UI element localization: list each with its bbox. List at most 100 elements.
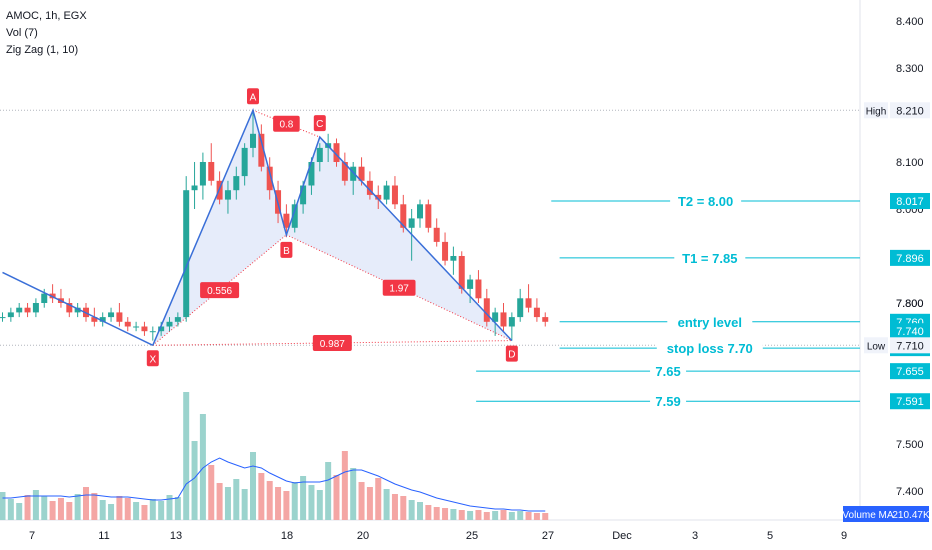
ratio-line-xb <box>152 234 287 346</box>
candle-body <box>116 312 123 322</box>
level-label: T2 = 8.00 <box>678 194 733 209</box>
volume-bar <box>216 483 223 520</box>
volume-ma-value: 210.47K <box>892 510 930 521</box>
volume-bar <box>508 512 515 520</box>
point-b-label-bg <box>280 241 293 258</box>
volume-bar <box>166 495 173 520</box>
ratio-xd-label: 0.987 <box>312 334 352 351</box>
volume-bar <box>191 441 198 520</box>
candle-body <box>166 321 173 327</box>
level-label: stop loss 7.70 <box>667 341 753 356</box>
volume-bar <box>250 452 256 520</box>
candle-body <box>224 190 231 200</box>
x-tick-label: 11 <box>98 530 109 542</box>
y-tick-label: 7.400 <box>896 486 924 498</box>
volume-bar <box>199 414 206 520</box>
candle-body <box>183 190 190 318</box>
volume-ma-badge-bg <box>843 506 893 522</box>
x-tick-label: 13 <box>170 530 182 542</box>
chart-legend: AMOC, 1h, EGX Vol (7) Zig Zag (1, 10) <box>6 8 87 59</box>
candle-body <box>241 147 248 177</box>
last-price-value: 7.740 <box>896 326 924 338</box>
volume-bar <box>24 495 31 520</box>
volume-indicator-label[interactable]: Vol (7) <box>6 27 38 39</box>
volume-bar <box>450 509 457 520</box>
level-axis-badge <box>890 363 930 380</box>
volume-bar <box>141 505 148 520</box>
y-tick-label: 8.100 <box>896 157 924 169</box>
candle-body <box>433 227 440 242</box>
volume-bar <box>467 511 474 520</box>
candle-body <box>283 213 290 228</box>
candle-body <box>258 133 265 167</box>
level-axis-value: 8.017 <box>896 196 924 208</box>
point-x-label: X <box>146 350 159 367</box>
volume-bar <box>208 465 215 520</box>
level-label: 7.59 <box>655 394 680 409</box>
candle-body <box>492 312 499 322</box>
volume-bar <box>174 497 181 520</box>
volume-bar <box>325 462 332 520</box>
candle-body <box>467 279 474 289</box>
y-tick-label: 7.800 <box>896 298 924 310</box>
y-tick-label: 8.400 <box>896 16 924 28</box>
volume-bar <box>116 496 123 520</box>
x-tick-label: 27 <box>542 530 554 542</box>
high-value-bg <box>890 102 930 119</box>
ratio-bd-label: 1.97 <box>382 279 416 296</box>
candle-body <box>375 194 382 200</box>
volume-bar <box>500 510 507 520</box>
volume-bar <box>0 492 6 520</box>
volume-bar <box>492 511 499 520</box>
ratio-ac-label-bg <box>273 115 300 132</box>
volume-bar <box>66 502 73 520</box>
candle-body <box>475 279 482 299</box>
candle-body <box>133 326 140 328</box>
candle-body <box>191 185 198 191</box>
candle-body <box>383 185 390 200</box>
candle-body <box>91 317 98 322</box>
candle-body <box>0 317 6 319</box>
volume-bar <box>383 489 390 520</box>
candle-body <box>400 204 407 228</box>
pattern-xab-fill <box>152 110 287 346</box>
volume-bar <box>400 496 407 520</box>
volume-bar <box>341 451 348 520</box>
candle-body <box>208 162 215 181</box>
level-axis-value: 7.591 <box>896 396 924 408</box>
volume-ma-badge-label: Volume MA <box>842 510 893 521</box>
candle-body <box>66 303 73 313</box>
volume-bar <box>366 487 373 520</box>
volume-bar <box>425 505 432 520</box>
candle-body <box>458 256 465 289</box>
volume-bar <box>99 500 106 520</box>
volume-bar <box>350 468 357 520</box>
volume-bar <box>275 487 282 520</box>
x-tick-label: 3 <box>692 530 698 542</box>
symbol-label[interactable]: AMOC, 1h, EGX <box>6 10 87 22</box>
candle-body <box>32 303 39 313</box>
x-tick-label: 18 <box>281 530 293 542</box>
candle-body <box>266 166 273 191</box>
candle-body <box>500 312 507 327</box>
level-label-bg <box>670 193 742 210</box>
candle-body <box>391 185 398 205</box>
candle-body <box>74 307 81 313</box>
level-axis-badge <box>890 393 930 410</box>
ratio-xd-label-bg <box>312 334 352 351</box>
level-label: entry level <box>678 315 742 330</box>
volume-bar <box>57 498 64 520</box>
zigzag-indicator-label[interactable]: Zig Zag (1, 10) <box>6 44 79 56</box>
candle-body <box>366 180 373 195</box>
volume-bar <box>258 473 265 520</box>
point-a-label-bg <box>247 88 259 105</box>
ratio-xb-label-bg <box>200 282 240 299</box>
candle-body <box>341 162 348 181</box>
volume-bar <box>74 494 81 520</box>
point-d-label-text: D <box>508 350 515 361</box>
point-c-label-bg <box>313 115 326 132</box>
candle-body <box>233 176 240 191</box>
ratio-xd-label-text: 0.987 <box>320 339 345 350</box>
candle-body <box>425 204 432 228</box>
